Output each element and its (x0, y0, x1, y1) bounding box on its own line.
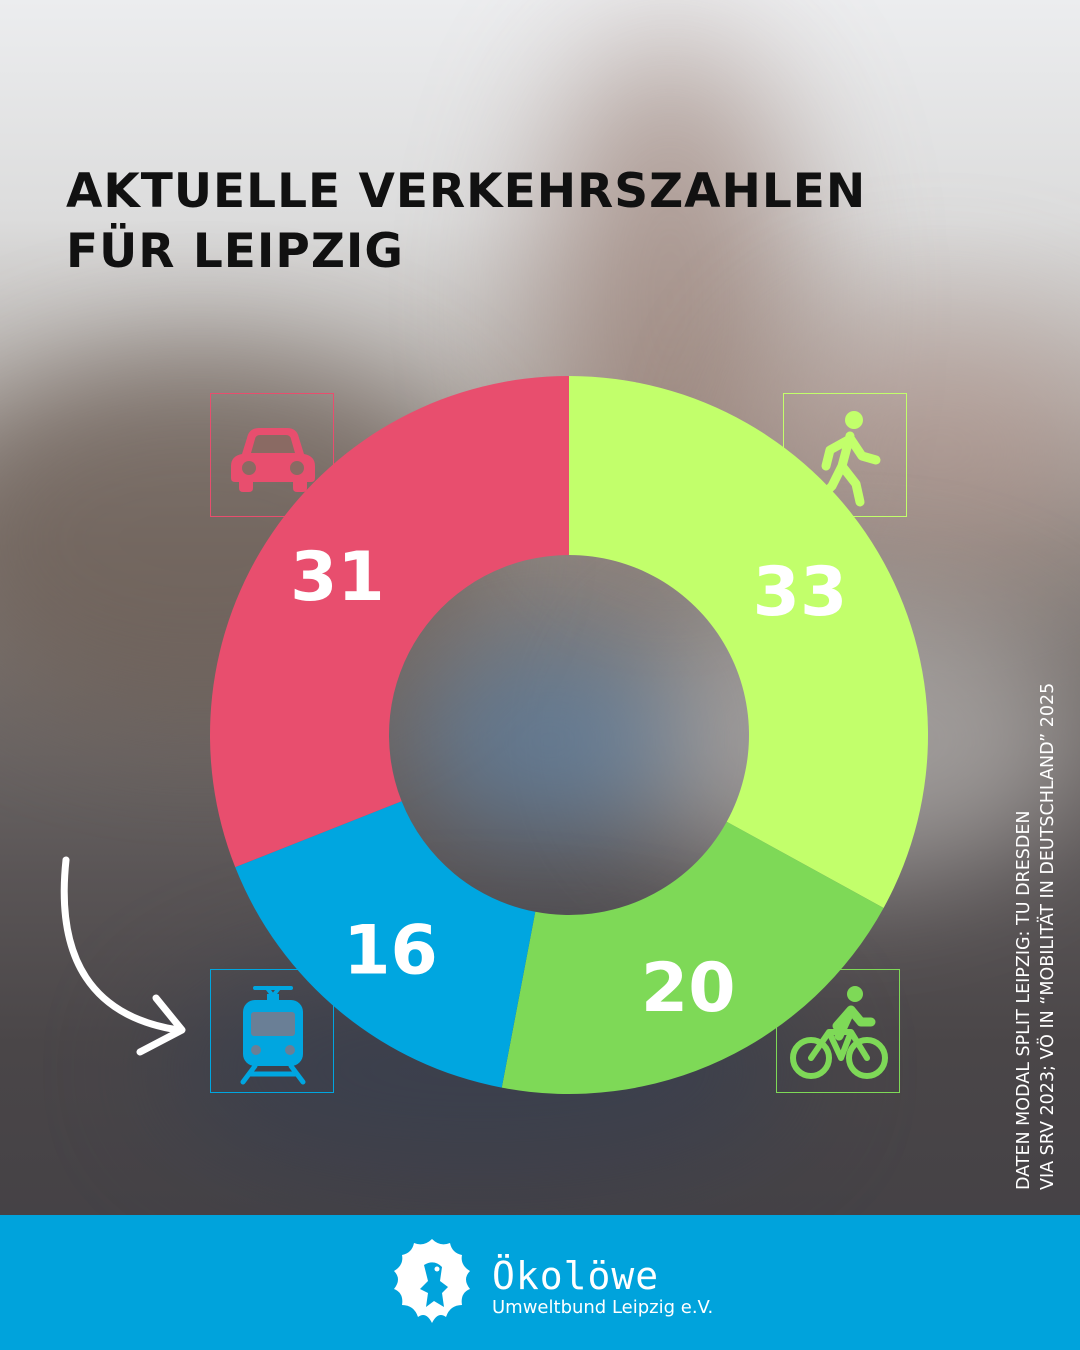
source-line-2: VIA SRV 2023; VÖ IN “MOBILITÄT IN DEUTSC… (1038, 682, 1058, 1190)
car-icon (231, 428, 315, 492)
bicycle-icon (790, 986, 888, 1079)
bicycle-icon-frame (776, 969, 900, 1093)
pedestrian-icon (819, 411, 881, 507)
slice-public-transport (235, 801, 536, 1088)
brand-tagline: Umweltbund Leipzig e.V. (492, 1297, 714, 1318)
slice-label-walking: 33 (753, 553, 848, 632)
pedestrian-icon-frame (783, 393, 907, 517)
title-line-1: AKTUELLE VERKEHRSZAHLEN (66, 164, 867, 219)
page-title: AKTUELLE VERKEHRSZAHLEN FÜR LEIPZIG (66, 162, 866, 282)
slice-label-car: 31 (290, 538, 385, 617)
modal-split-donut-chart: 33 20 16 31 (210, 376, 928, 1094)
slice-label-cycling: 20 (641, 949, 736, 1028)
slice-cycling (501, 821, 884, 1094)
footer-bar: Ökolöwe Umweltbund Leipzig e.V. (0, 1215, 1080, 1350)
slice-car (210, 376, 570, 868)
source-line-1: DATEN MODAL SPLIT LEIPZIG: TU DRESDEN (1014, 810, 1034, 1190)
source-note: DATEN MODAL SPLIT LEIPZIG: TU DRESDEN VI… (1012, 683, 1060, 1190)
title-line-2: FÜR LEIPZIG (66, 224, 404, 279)
lion-logo-icon (394, 1239, 470, 1323)
car-icon-frame (210, 393, 334, 517)
brand-name: Ökolöwe (492, 1254, 660, 1298)
slice-walking (569, 376, 928, 908)
tram-icon (240, 986, 306, 1085)
slice-label-public-transport: 16 (343, 911, 438, 990)
tram-icon-frame (210, 969, 334, 1093)
curved-arrow-icon (60, 856, 186, 1056)
